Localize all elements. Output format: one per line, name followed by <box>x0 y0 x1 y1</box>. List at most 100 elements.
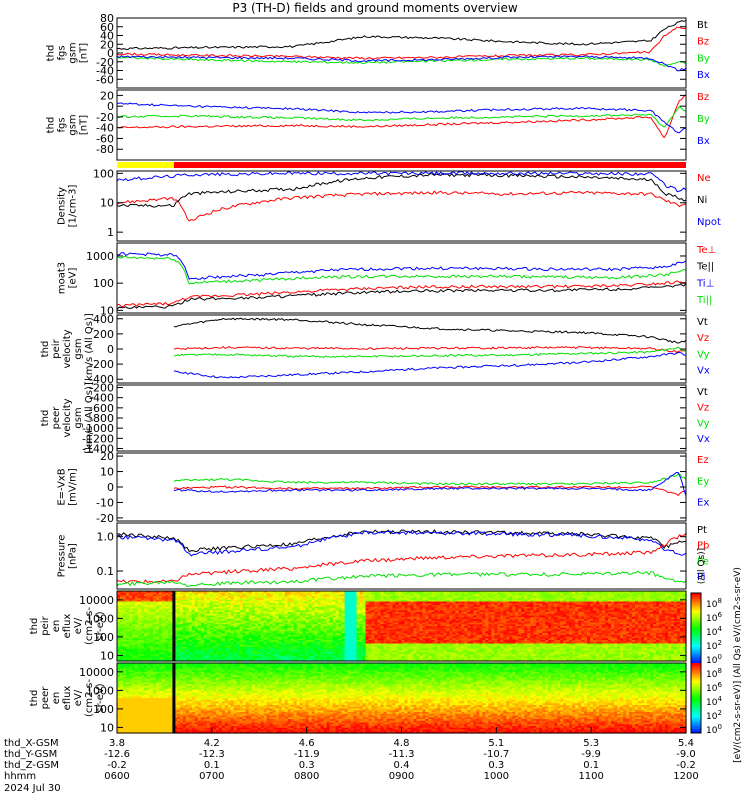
spectrogram-cell <box>317 603 322 606</box>
spectrogram-cell <box>185 612 190 615</box>
spectrogram-cell <box>152 631 157 634</box>
spectrogram-cell <box>245 594 250 597</box>
spectrogram-cell <box>140 652 145 655</box>
spectrogram-cell <box>191 613 196 617</box>
spectrogram-cell <box>461 606 465 610</box>
spectrogram-cell <box>428 647 433 650</box>
spectrogram-cell <box>134 591 139 594</box>
spectrogram-cell <box>239 596 244 599</box>
spectrogram-cell <box>185 648 190 652</box>
spectrogram-cell <box>173 592 178 596</box>
spectrogram-cell <box>425 636 430 639</box>
spectrogram-cell <box>473 603 477 606</box>
spectrogram-cell <box>125 659 130 662</box>
spectrogram-cell <box>302 647 307 650</box>
spectrogram-cell <box>167 654 172 657</box>
spectrogram-cell <box>389 596 394 599</box>
spectrogram-cell <box>140 659 145 662</box>
spectrogram-cell <box>323 605 328 608</box>
spectrogram-cell <box>332 613 337 617</box>
spectrogram-cell <box>164 592 169 596</box>
spectrogram-cell <box>140 645 145 648</box>
spectrogram-cell <box>332 605 337 608</box>
spectrogram-cell <box>338 626 343 629</box>
spectrogram-cell <box>173 629 178 632</box>
spectrogram-cell <box>122 599 127 603</box>
spectrogram-cell <box>422 626 427 629</box>
spectrogram-cell <box>317 641 322 645</box>
spectrogram-cell <box>473 617 477 620</box>
spectrogram-cell <box>425 633 430 636</box>
spectrogram-cell <box>137 594 142 597</box>
spectrogram-cell <box>191 641 196 645</box>
spectrogram-cell <box>218 605 223 608</box>
spectrogram-cell <box>317 647 322 650</box>
spectrogram-cell <box>254 603 259 606</box>
spectrogram-cell <box>350 619 355 622</box>
spectrogram-cell <box>119 626 124 629</box>
spectrogram-cell <box>317 645 322 648</box>
spectrogram-cell <box>257 613 262 617</box>
spectrogram-cell <box>329 643 334 646</box>
spectrogram-cell <box>359 599 364 603</box>
spectrogram-cell <box>236 622 241 625</box>
spectrogram-cell <box>194 638 199 641</box>
spectrogram-cell <box>359 633 364 636</box>
spectrogram-cell <box>362 599 367 603</box>
spectrogram-cell <box>467 599 471 603</box>
spectrogram-cell <box>236 657 241 660</box>
spectrogram-cell <box>167 643 172 646</box>
spectrogram-cell <box>299 599 304 603</box>
spectrogram-cell <box>278 655 283 659</box>
spectrogram-cell <box>374 626 379 629</box>
spectrogram-cell <box>179 591 184 594</box>
spectrogram-cell <box>176 624 181 627</box>
spectrogram-cell <box>143 647 148 650</box>
spectrogram-cell <box>392 627 397 631</box>
spectrogram-cell <box>356 605 361 608</box>
spectrogram-cell <box>134 627 139 631</box>
spectrogram-cell <box>305 601 310 604</box>
spectrogram-cell <box>332 610 337 613</box>
spectrogram-cell <box>359 594 364 597</box>
spectrogram-cell <box>359 612 364 615</box>
spectrogram-cell <box>125 650 130 653</box>
spectrogram-cell <box>275 648 280 652</box>
spectrogram-cell <box>458 659 462 662</box>
spectrogram-cell <box>395 591 400 594</box>
spectrogram-cell <box>470 645 474 648</box>
spectrogram-cell <box>176 643 181 646</box>
spectrogram-cell <box>320 606 325 610</box>
spectrogram-cell <box>350 601 355 604</box>
spectrogram-cell <box>293 606 298 610</box>
spectrogram-cell <box>380 596 385 599</box>
spectrogram-cell <box>161 594 166 597</box>
spectrogram-cell <box>353 638 358 641</box>
spectrogram-cell <box>395 603 400 606</box>
spectrogram-cell <box>200 622 205 625</box>
spectrogram-cell <box>293 608 298 611</box>
spectrogram-cell <box>131 657 136 660</box>
spectrogram-cell <box>374 622 379 625</box>
spectrogram-cell <box>395 645 400 648</box>
spectrogram-cell <box>389 599 394 603</box>
spectrogram-cell <box>317 652 322 655</box>
spectrogram-cell <box>314 624 319 627</box>
spectrogram-cell <box>311 613 316 617</box>
spectrogram-cell <box>227 647 232 650</box>
spectrogram-cell <box>134 657 139 660</box>
spectrogram-cell <box>119 615 124 618</box>
spectrogram-cell <box>167 638 172 641</box>
spectrogram-cell <box>434 594 439 597</box>
spectrogram-cell <box>155 629 160 632</box>
spectrogram-cell <box>119 599 124 603</box>
spectrogram-cell <box>278 636 283 639</box>
spectrogram-cell <box>377 622 382 625</box>
spectrogram-cell <box>269 592 274 596</box>
spectrogram-cell <box>341 641 346 645</box>
spectrogram-cell <box>302 655 307 659</box>
spectrogram-cell <box>146 610 151 613</box>
spectrogram-cell <box>326 657 331 660</box>
spectrogram-cell <box>347 634 352 638</box>
spectrogram-cell <box>449 631 454 634</box>
